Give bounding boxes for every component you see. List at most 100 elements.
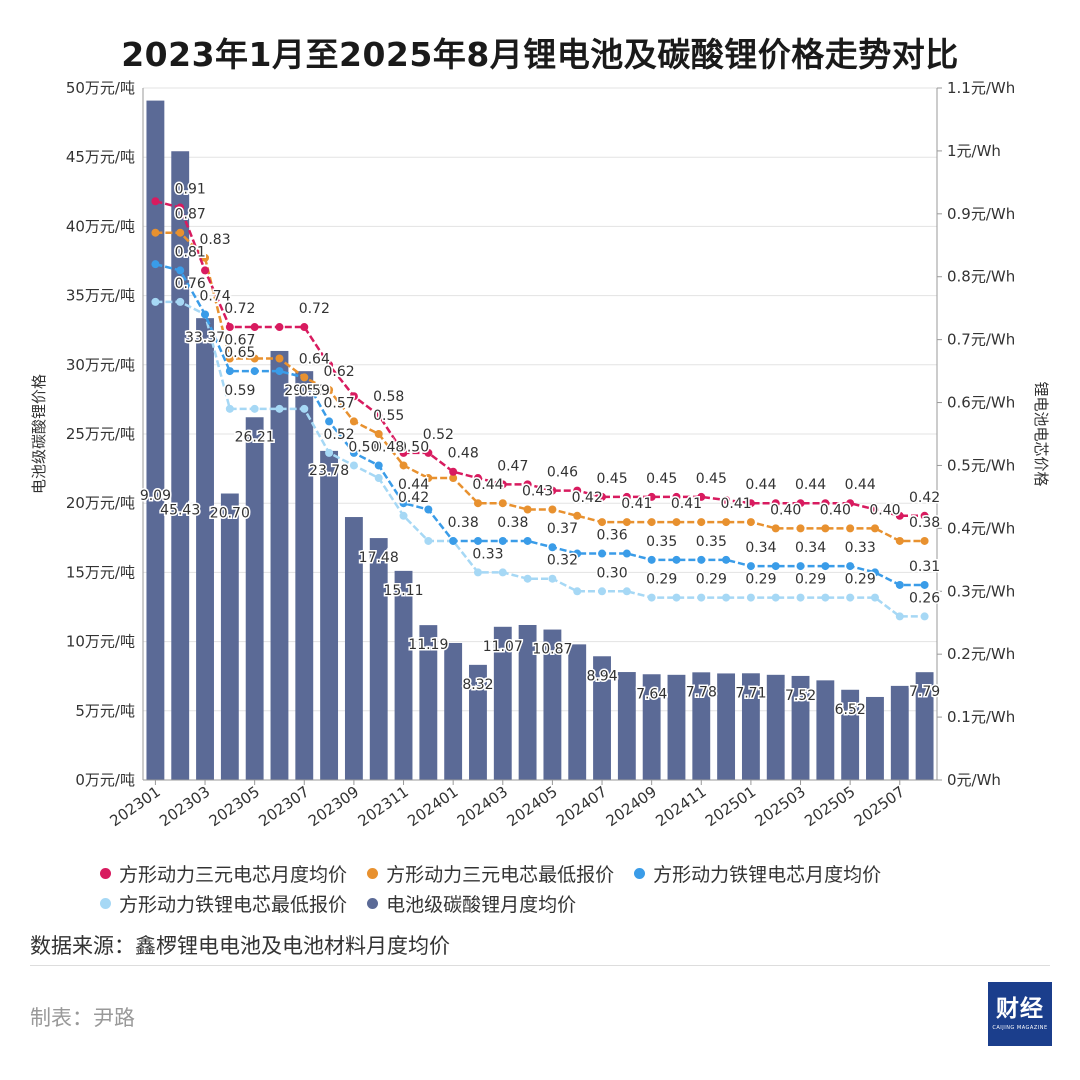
series-point (349, 448, 358, 457)
series-point (647, 555, 656, 564)
series-point (920, 511, 929, 520)
series-point (176, 228, 185, 237)
x-tick-label: 202301 (106, 783, 163, 831)
series-data-label: 0.42 (909, 490, 940, 506)
bar (320, 450, 339, 780)
y-right-tick-label: 0.3元/Wh (947, 582, 1015, 600)
series-data-label: 0.76 (175, 276, 206, 292)
caijing-logo: 财经 CAIJING MAGAZINE (988, 982, 1052, 1046)
y-left-tick-label: 5万元/吨 (75, 702, 135, 720)
series-data-label: 0.38 (448, 515, 479, 531)
series-data-label: 0.44 (398, 477, 429, 493)
series-point (573, 587, 582, 596)
y-right-tick-label: 0.2元/Wh (947, 645, 1015, 663)
divider (30, 965, 1050, 966)
series-point (771, 524, 780, 533)
series-point (672, 492, 681, 501)
series-point (473, 499, 482, 508)
series-data-label: 0.65 (224, 345, 255, 361)
series-data-label: 0.42 (572, 490, 603, 506)
bar (171, 151, 190, 781)
series-data-label: 0.35 (696, 534, 727, 550)
series-point (796, 499, 805, 508)
series-point (573, 549, 582, 558)
series-point (821, 562, 830, 571)
bar-data-label: 11.19 (408, 637, 448, 653)
bar (295, 371, 314, 780)
series-point (796, 562, 805, 571)
series-point (250, 323, 259, 332)
series-point (399, 461, 408, 470)
y-right-tick-label: 0元/Wh (947, 771, 1001, 789)
series-point (523, 536, 532, 545)
series-point (374, 474, 383, 483)
bar-data-label: 20.70 (210, 506, 250, 522)
series-point (349, 417, 358, 426)
series-point (201, 253, 210, 262)
series-data-label: 0.87 (175, 207, 206, 223)
series-point (598, 587, 607, 596)
series-data-label: 0.43 (522, 483, 553, 499)
series-data-label: 0.50 (398, 439, 429, 455)
legend-item-lithium-carbonate[interactable]: 电池级碳酸锂月度均价 (367, 888, 576, 918)
series-point (672, 518, 681, 527)
series-point (697, 518, 706, 527)
legend-marker-icon (100, 897, 111, 909)
bar (270, 350, 289, 780)
series-point (275, 323, 284, 332)
x-tick-label: 202305 (206, 783, 263, 831)
series-data-label: 0.59 (224, 383, 255, 399)
logo-subtext: CAIJING MAGAZINE (992, 1024, 1048, 1031)
bar (146, 100, 165, 780)
bar (245, 417, 264, 780)
series-point (225, 367, 234, 376)
series-data-label: 0.46 (547, 465, 578, 481)
legend-marker-icon (367, 867, 379, 879)
series-point (325, 360, 334, 369)
y-right-tick-label: 0.1元/Wh (947, 708, 1015, 726)
series-data-label: 0.40 (869, 502, 900, 518)
series-data-label: 0.62 (324, 364, 355, 380)
series-data-label: 0.52 (423, 427, 454, 443)
y-right-tick-label: 0.8元/Wh (947, 268, 1015, 286)
x-tick-label: 202307 (255, 783, 312, 831)
series-point (722, 496, 731, 505)
legend-item-lfp-min[interactable]: 方形动力铁锂电芯最低报价 (100, 888, 347, 918)
legend-item-ternary-avg[interactable]: 方形动力三元电芯月度均价 (100, 858, 347, 888)
series-point (548, 486, 557, 495)
legend-marker-icon (634, 867, 646, 879)
series-point (275, 404, 284, 413)
series-data-label: 0.42 (398, 490, 429, 506)
series-point (647, 593, 656, 602)
series-point (846, 593, 855, 602)
series-point (920, 612, 929, 621)
series-point (870, 524, 879, 533)
series-point (275, 354, 284, 363)
series-data-label: 0.34 (745, 540, 776, 556)
series-point (920, 580, 929, 589)
series-point (722, 518, 731, 527)
series-point (176, 203, 185, 212)
y-left-axis-title: 电池级碳酸锂价格 (30, 374, 48, 494)
x-tick-label: 202405 (503, 783, 560, 831)
legend-item-lfp-avg[interactable]: 方形动力铁锂电芯月度均价 (634, 858, 881, 888)
legend-item-ternary-min[interactable]: 方形动力三元电芯最低报价 (367, 858, 614, 888)
bar (196, 318, 214, 780)
series-data-label: 0.34 (795, 540, 826, 556)
series-point (870, 568, 879, 577)
series-data-label: 0.37 (547, 521, 578, 537)
series-point (895, 580, 904, 589)
series-data-label: 0.41 (721, 496, 752, 512)
legend: 方形动力三元电芯月度均价 方形动力三元电芯最低报价 方形动力铁锂电芯月度均价 方… (100, 858, 1000, 918)
series-point (722, 555, 731, 564)
series-point (424, 448, 433, 457)
series-data-label: 0.91 (175, 182, 206, 198)
series-line (155, 231, 925, 543)
series-point (548, 543, 557, 552)
series-point (598, 492, 607, 501)
series-point (622, 549, 631, 558)
bar (493, 626, 512, 780)
series-point (449, 474, 458, 483)
bar-data-label: 29.54 (284, 383, 324, 399)
bar (667, 674, 686, 780)
